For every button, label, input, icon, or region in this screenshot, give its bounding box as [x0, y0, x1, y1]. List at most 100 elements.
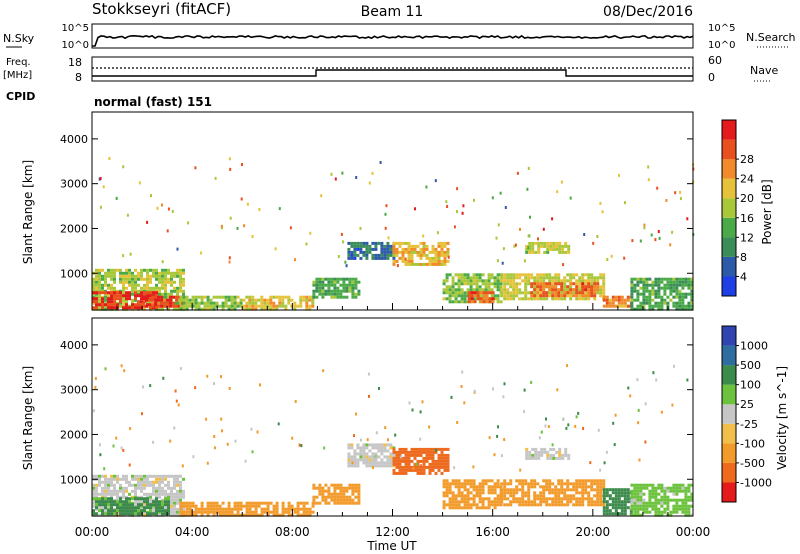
data-cell — [233, 307, 237, 311]
data-cell — [151, 295, 155, 299]
data-cell — [575, 479, 579, 483]
data-cell — [428, 262, 432, 266]
data-cell — [437, 244, 441, 248]
data-cell — [125, 489, 128, 493]
data-cell — [566, 288, 570, 292]
data-cell — [493, 497, 497, 501]
data-cell — [678, 504, 682, 508]
data-cell — [143, 474, 146, 478]
data-cell — [530, 285, 534, 289]
data-cell — [350, 244, 354, 248]
data-cell — [251, 304, 255, 308]
data-cell — [660, 304, 664, 308]
data-cell — [651, 304, 655, 308]
data-cell — [302, 513, 306, 517]
data-cell — [413, 447, 417, 451]
data-cell — [481, 282, 485, 286]
data-cell — [657, 507, 661, 511]
data-cell — [281, 298, 285, 302]
data-cell — [333, 289, 337, 293]
data-cell — [542, 279, 546, 283]
data-cell — [521, 494, 525, 498]
data-cell — [470, 297, 474, 301]
scatter-cell — [671, 230, 674, 234]
scatter-cell — [126, 213, 129, 217]
data-cell — [534, 450, 538, 454]
data-cell — [633, 307, 637, 311]
data-cell — [374, 247, 378, 251]
data-cell — [173, 498, 176, 502]
scatter-cell — [551, 443, 554, 447]
data-cell — [224, 513, 228, 517]
data-cell — [560, 294, 564, 298]
data-cell — [490, 288, 494, 292]
data-cell — [149, 495, 152, 499]
data-cell — [687, 292, 691, 296]
data-cell — [440, 241, 444, 245]
colorbar-tick-label: 4 — [740, 270, 747, 283]
data-cell — [558, 244, 562, 248]
data-cell — [587, 500, 591, 504]
data-cell — [503, 297, 507, 301]
data-cell — [398, 465, 402, 469]
data-cell — [567, 247, 571, 251]
data-cell — [636, 292, 640, 296]
data-cell — [134, 497, 137, 501]
data-cell — [645, 289, 649, 293]
data-cell — [675, 498, 679, 502]
data-cell — [312, 486, 316, 490]
data-cell — [457, 491, 461, 495]
data-cell — [140, 477, 143, 481]
data-cell — [599, 500, 603, 504]
data-cell — [392, 262, 396, 266]
y-tick-label: 3000 — [60, 384, 88, 397]
data-cell — [233, 504, 237, 508]
data-cell — [194, 510, 198, 514]
data-cell — [95, 306, 98, 310]
data-cell — [134, 506, 137, 510]
data-cell — [506, 497, 510, 501]
scatter-cell — [214, 176, 217, 180]
data-cell — [401, 465, 405, 469]
data-cell — [182, 489, 185, 493]
data-cell — [454, 291, 458, 295]
x-axis-title: Time UT — [366, 539, 417, 553]
data-cell — [347, 250, 351, 254]
data-cell — [365, 256, 369, 260]
data-cell — [684, 495, 688, 499]
data-cell — [642, 501, 646, 505]
data-cell — [428, 462, 432, 466]
data-cell — [457, 294, 461, 298]
data-cell — [128, 513, 131, 517]
data-cell — [143, 283, 146, 287]
data-cell — [530, 485, 534, 489]
data-cell — [98, 504, 101, 508]
data-cell — [131, 477, 134, 481]
data-cell — [451, 479, 455, 483]
data-cell — [386, 253, 390, 257]
data-cell — [478, 491, 482, 495]
data-cell — [169, 295, 173, 299]
data-cell — [254, 307, 258, 311]
data-cell — [561, 244, 565, 248]
data-cell — [633, 486, 637, 490]
data-cell — [443, 459, 447, 463]
scatter-cell — [320, 194, 323, 198]
data-cell — [581, 285, 585, 289]
scatter-cell — [322, 369, 325, 373]
data-cell — [359, 244, 363, 248]
data-cell — [281, 295, 285, 299]
data-cell — [633, 283, 637, 287]
data-cell — [377, 464, 381, 468]
data-cell — [466, 482, 470, 486]
data-cell — [425, 256, 429, 260]
data-cell — [503, 497, 507, 501]
data-cell — [684, 280, 688, 284]
data-cell — [275, 513, 279, 517]
data-cell — [158, 289, 161, 293]
data-cell — [440, 450, 444, 454]
data-cell — [125, 477, 128, 481]
data-cell — [122, 306, 125, 310]
data-cell — [173, 477, 176, 481]
data-cell — [374, 446, 378, 450]
